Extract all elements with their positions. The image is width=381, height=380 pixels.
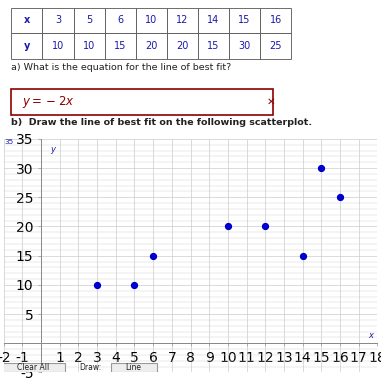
Point xyxy=(150,253,156,259)
Text: $y = -2x$: $y = -2x$ xyxy=(22,93,75,109)
Text: Line: Line xyxy=(126,363,142,372)
Point xyxy=(94,282,100,288)
Point xyxy=(337,194,343,200)
FancyBboxPatch shape xyxy=(11,89,273,114)
Text: x: x xyxy=(368,331,373,340)
Text: Clear All: Clear All xyxy=(17,363,49,372)
Point xyxy=(225,223,231,230)
Text: Draw:: Draw: xyxy=(79,363,101,372)
Point xyxy=(262,223,268,230)
Text: a) What is the equation for the line of best fit?: a) What is the equation for the line of … xyxy=(11,63,232,72)
Text: 35: 35 xyxy=(4,139,13,145)
FancyBboxPatch shape xyxy=(2,363,65,372)
Point xyxy=(131,282,138,288)
Text: b)  Draw the line of best fit on the following scatterplot.: b) Draw the line of best fit on the foll… xyxy=(11,118,312,127)
Point xyxy=(318,165,324,171)
Text: ✕: ✕ xyxy=(266,97,275,106)
FancyBboxPatch shape xyxy=(111,363,157,372)
Text: y: y xyxy=(50,145,56,154)
Point xyxy=(299,253,306,259)
